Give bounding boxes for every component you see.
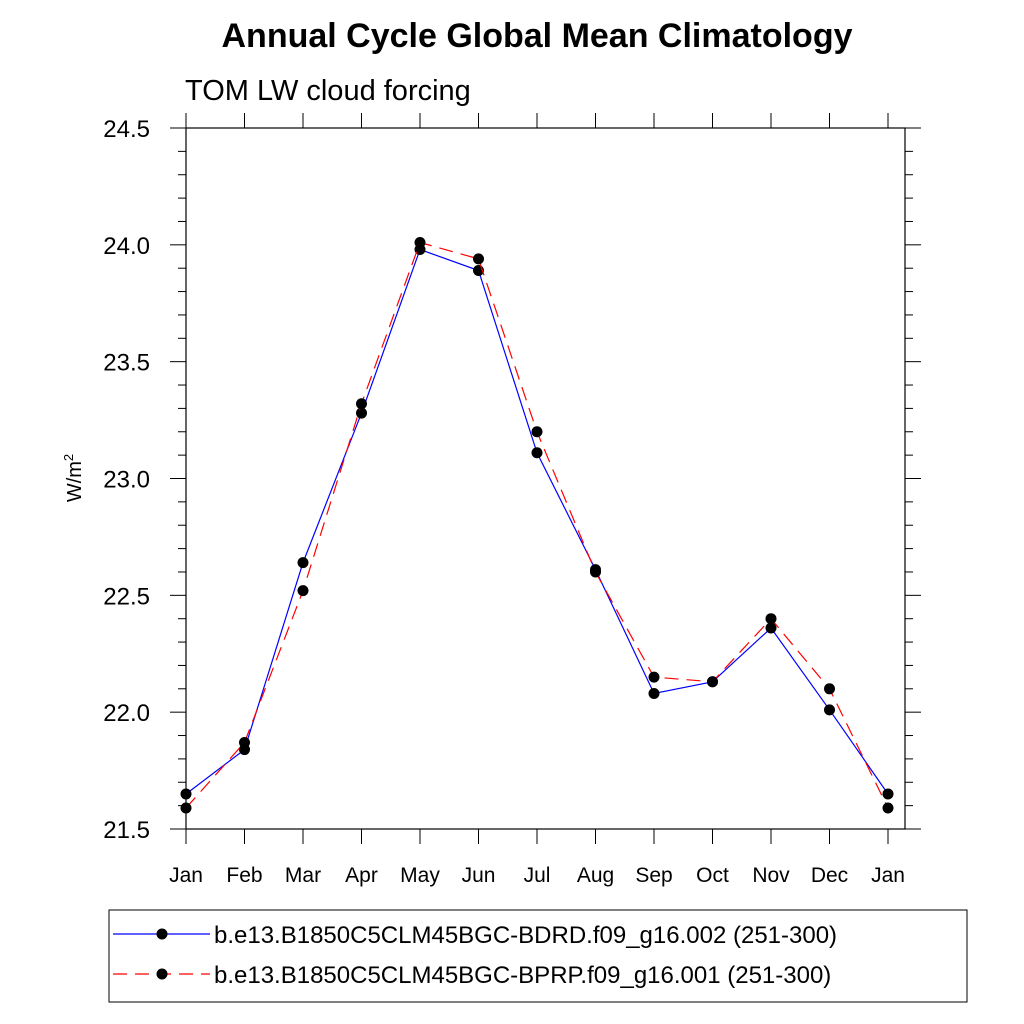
data-point (824, 683, 835, 695)
x-tick-label: Mar (285, 864, 321, 887)
legend-label: b.e13.B1850C5CLM45BGC-BDRD.f09_g16.002 (… (214, 922, 837, 949)
data-point (882, 788, 894, 800)
data-point (531, 426, 543, 438)
y-axis-label-base: W/m (64, 461, 86, 502)
series-line (185, 241, 889, 809)
data-point (356, 407, 367, 419)
data-point (297, 585, 309, 597)
series-layer (180, 236, 894, 814)
data-point (414, 236, 426, 248)
y-tick-label: 22.5 (103, 583, 150, 610)
legend: b.e13.B1850C5CLM45BGC-BDRD.f09_g16.002 (… (113, 922, 837, 989)
legend-label: b.e13.B1850C5CLM45BGC-BPRP.f09_g16.001 (… (214, 962, 831, 989)
x-tick-label: Nov (752, 864, 790, 887)
x-tick-label: Jun (462, 864, 496, 887)
x-tick-label: Jan (871, 864, 905, 887)
data-point (590, 566, 601, 578)
data-point (531, 447, 543, 459)
legend-marker (156, 928, 168, 940)
chart-title: Annual Cycle Global Mean Climatology (222, 17, 853, 55)
axis-ticks (170, 113, 921, 844)
legend-box (108, 909, 968, 1003)
x-tick-label: Jul (524, 864, 551, 887)
x-tick-label: Dec (811, 864, 848, 887)
y-tick-label: 23.5 (103, 350, 150, 377)
x-tick-label: Aug (577, 864, 614, 887)
x-tick-label: Feb (226, 864, 262, 887)
series-line (185, 248, 889, 795)
data-point (180, 802, 192, 814)
legend-marker (156, 968, 168, 980)
data-point (882, 802, 894, 814)
y-axis-label-superscript: 2 (61, 454, 76, 461)
y-tick-label: 21.5 (103, 817, 150, 844)
series-1 (180, 244, 894, 800)
series-2 (180, 236, 894, 814)
x-tick-label: Jan (169, 864, 203, 887)
x-tick-labels: Jan Feb Mar Apr May Jun Jul Aug Sep Oct Nov Dec Jan (169, 864, 905, 887)
y-tick-label: 23.0 (103, 467, 150, 494)
plot-frame (185, 127, 906, 830)
data-point (707, 676, 718, 688)
data-point (765, 613, 777, 625)
y-tick-label: 24.0 (103, 233, 150, 260)
data-point (648, 687, 660, 699)
y-tick-label: 24.5 (103, 116, 150, 143)
y-axis-label: W/m2 (61, 454, 86, 502)
x-tick-label: Oct (696, 864, 729, 887)
data-point (765, 622, 777, 634)
y-tick-labels: 21.5 22.0 22.5 23.0 23.5 24.0 24.5 (103, 116, 150, 844)
data-point (297, 557, 309, 569)
data-point (356, 398, 367, 410)
x-tick-label: May (400, 864, 440, 887)
data-point (473, 253, 484, 265)
data-point (648, 671, 660, 683)
x-tick-label: Apr (345, 864, 378, 887)
data-point (180, 788, 192, 800)
y-tick-label: 22.0 (103, 700, 150, 727)
x-tick-label: Sep (635, 864, 672, 887)
data-point (824, 704, 835, 716)
chart-subtitle: TOM LW cloud forcing (185, 75, 471, 107)
data-point (239, 737, 250, 749)
